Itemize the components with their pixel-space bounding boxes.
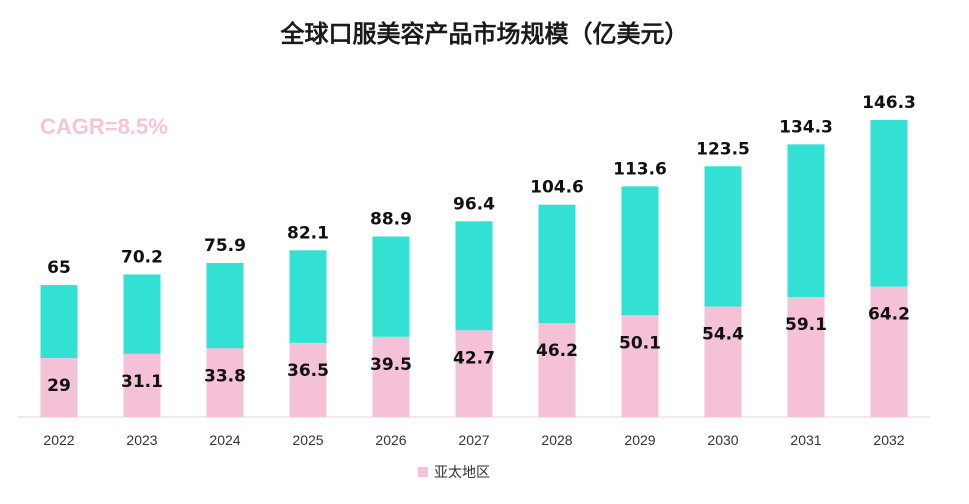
data-label-total: 75.9	[204, 236, 246, 256]
data-label-total: 65	[47, 258, 71, 278]
legend-swatch-asia-pacific	[418, 467, 428, 477]
x-tick-label: 2025	[292, 432, 323, 448]
x-tick-label: 2031	[790, 432, 821, 448]
bar-segment-asia-pacific	[455, 330, 493, 417]
data-label-asia-pacific: 59.1	[785, 315, 827, 335]
data-label-asia-pacific: 46.2	[536, 341, 578, 361]
data-label-total: 82.1	[287, 223, 329, 243]
data-label-asia-pacific: 39.5	[370, 355, 412, 375]
bar-segment-other	[787, 144, 825, 298]
cagr-annotation: CAGR=8.5%	[40, 114, 168, 139]
bar-segment-asia-pacific	[289, 342, 327, 417]
bar-segment-asia-pacific	[40, 358, 78, 417]
x-tick-label: 2022	[43, 432, 74, 448]
bar-segment-other	[621, 186, 659, 316]
x-tick-label: 2032	[873, 432, 904, 448]
bar-segment-other	[40, 285, 78, 359]
bar-segment-asia-pacific	[787, 297, 825, 417]
bar-segment-other	[289, 250, 327, 343]
x-tick-label: 2026	[375, 432, 406, 448]
data-label-asia-pacific: 36.5	[287, 361, 329, 381]
data-label-asia-pacific: 29	[47, 376, 71, 396]
x-tick-label: 2029	[624, 432, 655, 448]
chart-title: 全球口服美容产品市场规模（亿美元）	[280, 20, 689, 48]
data-label-asia-pacific: 64.2	[868, 305, 910, 325]
data-label-asia-pacific: 31.1	[121, 372, 163, 392]
bar-segment-other	[870, 120, 908, 287]
bar-segment-asia-pacific	[621, 315, 659, 417]
bar-segment-asia-pacific	[372, 336, 410, 417]
bar-segment-other	[372, 236, 410, 337]
data-label-total: 123.5	[696, 139, 750, 159]
data-label-total: 96.4	[453, 194, 495, 214]
bar-segment-other	[455, 221, 493, 331]
data-label-total: 88.9	[370, 210, 412, 230]
bar-segment-asia-pacific	[206, 348, 244, 417]
data-label-total: 113.6	[613, 159, 667, 179]
bar-segment-other	[206, 262, 244, 349]
x-tick-label: 2024	[209, 432, 240, 448]
x-tick-label: 2030	[707, 432, 738, 448]
bar-segment-other	[123, 274, 161, 354]
bars-group: 29 65 2022 31.1 70.2 2023 33.8 75.9 2024 36.5 82.1…	[40, 93, 916, 448]
bar-segment-other	[704, 166, 742, 307]
bar-segment-asia-pacific	[123, 353, 161, 417]
legend: 亚太地区	[418, 465, 490, 481]
data-label-total: 134.3	[779, 117, 833, 137]
bar-segment-asia-pacific	[870, 286, 908, 417]
bar-segment-asia-pacific	[704, 306, 742, 417]
data-label-asia-pacific: 54.4	[702, 325, 744, 345]
bar-segment-other	[538, 204, 576, 324]
x-tick-label: 2027	[458, 432, 489, 448]
legend-label-asia-pacific: 亚太地区	[434, 465, 490, 481]
data-label-total: 70.2	[121, 247, 163, 267]
data-label-total: 104.6	[530, 178, 584, 198]
bar-segment-asia-pacific	[538, 323, 576, 417]
x-tick-label: 2028	[541, 432, 572, 448]
x-tick-label: 2023	[126, 432, 157, 448]
data-label-asia-pacific: 33.8	[204, 366, 246, 386]
data-label-asia-pacific: 50.1	[619, 333, 661, 353]
data-label-total: 146.3	[862, 93, 916, 113]
data-label-asia-pacific: 42.7	[453, 348, 495, 368]
